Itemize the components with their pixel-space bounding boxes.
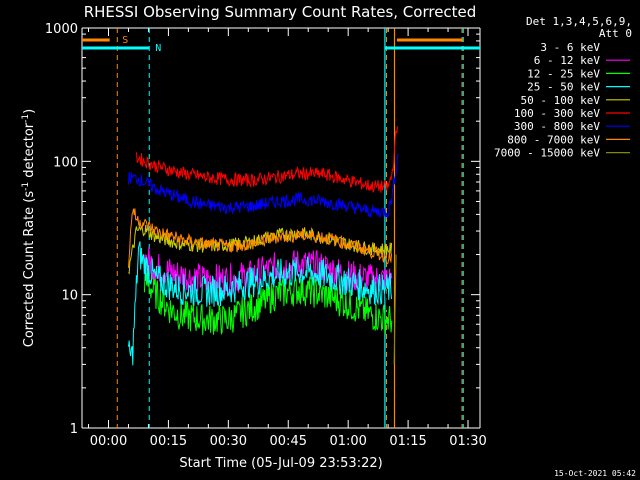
series-line-1 xyxy=(143,246,393,297)
x-tick-label-2: 00:30 xyxy=(210,434,247,449)
legend-label-6: 300 - 800 keV xyxy=(514,120,600,133)
legend-header-0: Det 1,3,4,5,6,9, xyxy=(526,15,632,28)
x-tick-label-5: 01:15 xyxy=(389,434,426,449)
series-line-8 xyxy=(393,254,397,365)
legend-label-1: 6 - 12 keV xyxy=(534,54,601,67)
y-tick-label-1: 10 xyxy=(61,289,78,304)
y-axis-label-sup2: -1 xyxy=(21,114,31,123)
series-line-3 xyxy=(128,241,393,366)
x-tick-label-3: 00:45 xyxy=(270,434,307,449)
y-axis-label-main: Corrected Count Rate (s xyxy=(22,191,37,348)
y-axis-label-end: ) xyxy=(22,109,37,114)
legend-label-2: 12 - 25 keV xyxy=(527,67,600,80)
series-line-5 xyxy=(136,126,398,194)
legend-label-7: 800 - 7000 keV xyxy=(507,133,600,146)
y-axis-label: Corrected Count Rate (s-1 detector-1) xyxy=(21,109,37,347)
legend-label-0: 3 - 6 keV xyxy=(540,41,600,54)
x-tick-label-6: 01:30 xyxy=(449,434,486,449)
axis-ticks: 00:00 00:15 00:30 00:45 01:00 01:15 01:30 1 10 10… xyxy=(45,22,487,449)
y-axis-label-mid: detector xyxy=(22,122,37,182)
legend-label-3: 25 - 50 keV xyxy=(527,81,600,94)
y-tick-label-2: 100 xyxy=(53,155,78,170)
plot-area: 00:00 00:15 00:30 00:45 01:00 01:15 01:30 1 10 10… xyxy=(45,22,487,449)
footer-date: 15-Oct-2021 05:42 xyxy=(554,469,636,478)
series-lines xyxy=(128,126,399,366)
x-tick-label-1: 00:15 xyxy=(150,434,187,449)
legend-label-5: 100 - 300 keV xyxy=(514,107,600,120)
series-line-4 xyxy=(128,225,393,275)
x-tick-label-4: 01:00 xyxy=(329,434,366,449)
chart-title: RHESSI Observing Summary Count Rates, Co… xyxy=(84,3,477,21)
series-line-6 xyxy=(128,153,399,219)
annotation-markers: SN xyxy=(82,28,480,428)
y-tick-label-0: 1 xyxy=(70,422,78,437)
x-tick-label-0: 00:00 xyxy=(90,434,127,449)
legend-label-8: 7000 - 15000 keV xyxy=(494,147,600,160)
saa-label: S xyxy=(122,35,128,46)
legend-label-4: 50 - 100 keV xyxy=(521,94,601,107)
series-line-7 xyxy=(128,208,393,268)
y-axis-label-sup: -1 xyxy=(21,182,31,191)
legend-header-1: Att 0 xyxy=(599,27,632,40)
night-label: N xyxy=(155,43,161,54)
y-tick-label-3: 1000 xyxy=(45,22,78,37)
x-axis-label: Start Time (05-Jul-09 23:53:22) xyxy=(179,456,382,471)
series-line-2 xyxy=(143,267,393,336)
